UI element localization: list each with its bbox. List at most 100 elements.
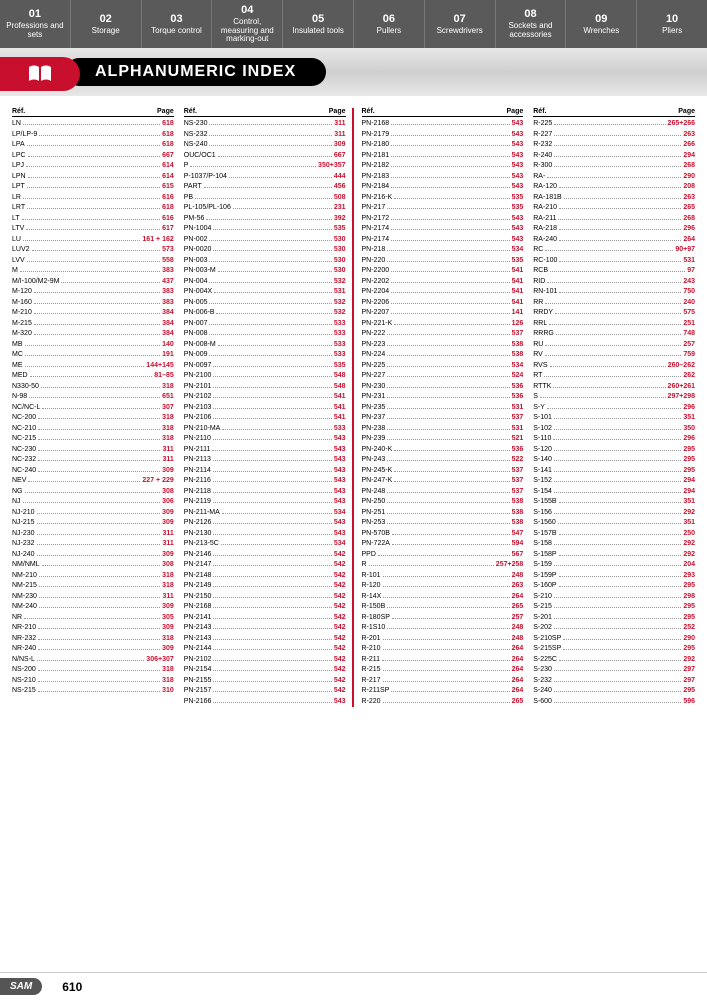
leader-dots: [25, 492, 161, 493]
nav-tab[interactable]: 05Insulated tools: [283, 0, 354, 48]
leader-dots: [391, 282, 509, 283]
leader-dots: [38, 439, 160, 440]
page-ref: 265: [512, 602, 524, 613]
leader-dots: [27, 208, 160, 209]
page-ref: 290: [683, 172, 695, 183]
index-row: PN-2206541: [362, 298, 524, 309]
index-row: PN-008-M533: [184, 340, 346, 351]
page-ref: 444: [334, 172, 346, 183]
ref: PN-230: [362, 382, 386, 393]
leader-dots: [213, 660, 331, 661]
leader-dots: [391, 271, 509, 272]
page-ref: 350: [683, 424, 695, 435]
leader-dots: [37, 534, 161, 535]
index-row: PN-2168543: [362, 119, 524, 130]
ref: M-320: [12, 329, 32, 340]
leader-dots: [556, 334, 681, 335]
page-ref: 437: [162, 277, 174, 288]
index-row: PN-2166543: [184, 697, 346, 708]
nav-tab[interactable]: 07Screwdrivers: [425, 0, 496, 48]
page-ref: 310: [162, 686, 174, 697]
leader-dots: [37, 660, 144, 661]
nav-tab[interactable]: 10Pliers: [637, 0, 707, 48]
leader-dots: [27, 187, 160, 188]
leader-dots: [204, 187, 332, 188]
index-row: R-217264: [362, 676, 524, 687]
ref: S-210: [533, 592, 552, 603]
leader-dots: [38, 460, 160, 461]
index-row: RA-120208: [533, 182, 695, 193]
ref: NS-215: [12, 686, 36, 697]
page-ref: 535: [334, 224, 346, 235]
index-row: R-240294: [533, 151, 695, 162]
leader-dots: [554, 429, 681, 430]
page-ref: 294: [683, 151, 695, 162]
leader-dots: [387, 418, 509, 419]
index-row: PN-003530: [184, 256, 346, 267]
nav-tab[interactable]: 06Pullers: [354, 0, 425, 48]
ref: RV: [533, 350, 543, 361]
ref: NJ-232: [12, 539, 35, 550]
ref: S-141: [533, 466, 552, 477]
index-row: PN-2202541: [362, 277, 524, 288]
leader-dots: [37, 523, 160, 524]
nav-tab[interactable]: 02Storage: [71, 0, 142, 48]
nav-label: Professions and sets: [2, 22, 68, 40]
leader-dots: [213, 702, 331, 703]
leader-dots: [391, 691, 509, 692]
page-ref: 537: [512, 413, 524, 424]
page-ref: 618: [162, 203, 174, 214]
index-row: S-215295: [533, 602, 695, 613]
index-row: LPN614: [12, 172, 174, 183]
ref: LT: [12, 214, 20, 225]
index-row: PN-2126543: [184, 518, 346, 529]
page-ref: 292: [683, 550, 695, 561]
ref: R-300: [533, 161, 552, 172]
nav-tab[interactable]: 08Sockets and accessories: [496, 0, 567, 48]
page-ref: 533: [334, 329, 346, 340]
page-ref: 534: [334, 539, 346, 550]
ref: P: [184, 161, 189, 172]
page-ref: 750: [683, 287, 695, 298]
page-ref: 251: [683, 319, 695, 330]
nav-tab[interactable]: 04Control, measuring and marking-out: [212, 0, 283, 48]
page-ref: 240: [683, 298, 695, 309]
index-row: R-150B265: [362, 602, 524, 613]
page-ref: 547: [512, 529, 524, 540]
ref: PN-227: [362, 371, 386, 382]
leader-dots: [383, 639, 510, 640]
ref: PN-216-K: [362, 193, 393, 204]
index-row: NR-232318: [12, 634, 174, 645]
leader-dots: [382, 660, 510, 661]
index-row: PN-227524: [362, 371, 524, 382]
ref: S-102: [533, 424, 552, 435]
page-ref: 306+307: [146, 655, 173, 666]
leader-dots: [213, 481, 332, 482]
index-row: S-600596: [533, 697, 695, 708]
index-row: PN-2116543: [184, 476, 346, 487]
nav-tab[interactable]: 01Professions and sets: [0, 0, 71, 48]
leader-dots: [559, 229, 681, 230]
ref: PN-2102: [184, 392, 212, 403]
ref: NJ-230: [12, 529, 35, 540]
ref: PN-2206: [362, 298, 390, 309]
page-ref: 542: [334, 676, 346, 687]
index-row: PL-105/PL-106231: [184, 203, 346, 214]
index-row: PN-230536: [362, 382, 524, 393]
ref: NM-210: [12, 571, 37, 582]
index-row: LP/LP-9618: [12, 130, 174, 141]
ref: LVV: [12, 256, 25, 267]
page-ref: 295: [683, 466, 695, 477]
leader-dots: [206, 219, 331, 220]
index-row: NM-230311: [12, 592, 174, 603]
page-ref: 535: [512, 203, 524, 214]
page-ref: 618: [162, 140, 174, 151]
ref: LPT: [12, 182, 25, 193]
nav-tab[interactable]: 09Wrenches: [566, 0, 637, 48]
ref: PN-2126: [184, 518, 212, 529]
sam-logo: SAM: [0, 978, 42, 995]
leader-dots: [30, 376, 153, 377]
ref: PN-223: [362, 340, 386, 351]
ref: R-232: [533, 140, 552, 151]
nav-tab[interactable]: 03Torque control: [142, 0, 213, 48]
